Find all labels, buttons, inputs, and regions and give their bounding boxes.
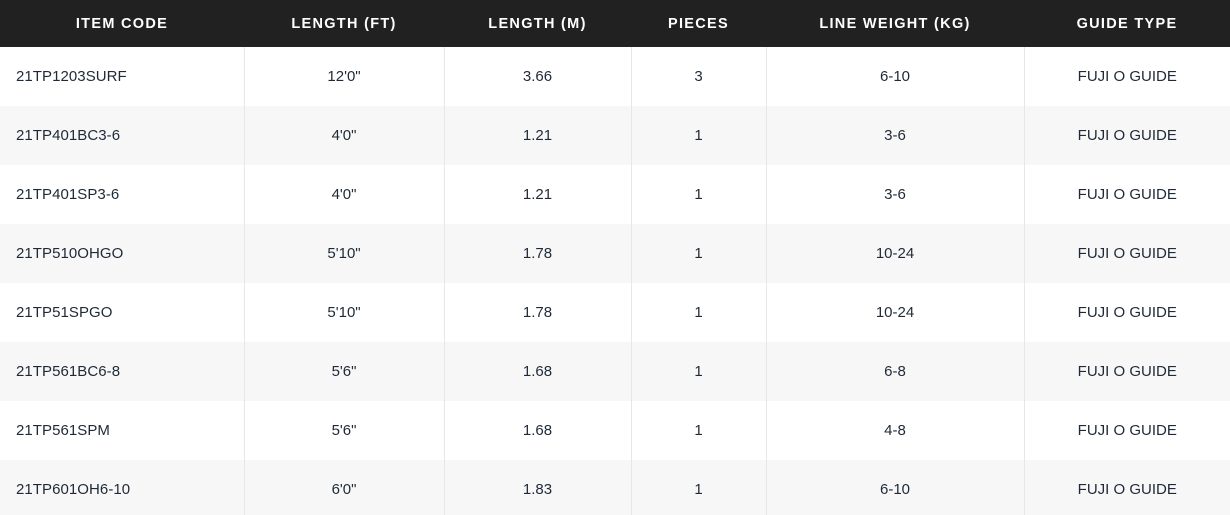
cell-length-m: 1.78 (443, 283, 631, 342)
cell-line-weight: 6-10 (765, 460, 1024, 515)
cell-guide-type: FUJI O GUIDE (1023, 460, 1230, 515)
cell-length-ft: 4'0" (243, 165, 444, 224)
cell-guide-type: FUJI O GUIDE (1023, 401, 1230, 460)
cell-length-m: 1.21 (443, 165, 631, 224)
cell-line-weight: 6-8 (765, 342, 1024, 401)
cell-length-m: 1.78 (443, 224, 631, 283)
cell-pieces: 1 (630, 342, 766, 401)
cell-guide-type: FUJI O GUIDE (1023, 283, 1230, 342)
table-header-row: ITEM CODE LENGTH (FT) LENGTH (M) PIECES … (0, 0, 1230, 47)
cell-guide-type: FUJI O GUIDE (1023, 224, 1230, 283)
cell-line-weight: 3-6 (765, 106, 1024, 165)
table-body: 21TP1203SURF 12'0" 3.66 3 6-10 FUJI O GUIDE 21… (0, 47, 1230, 515)
table-row[interactable]: 21TP51SPGO 5'10" 1.78 1 10-24 FUJI O GUIDE (0, 283, 1230, 342)
column-header-line-weight[interactable]: LINE WEIGHT (KG) (819, 15, 971, 32)
cell-item-code: 21TP51SPGO (16, 304, 113, 321)
cell-length-ft: 5'10" (243, 283, 444, 342)
cell-item-code: 21TP1203SURF (16, 68, 127, 85)
cell-length-ft: 6'0" (243, 460, 444, 515)
cell-pieces: 3 (630, 47, 766, 106)
cell-pieces: 1 (630, 224, 766, 283)
cell-item-code: 21TP401BC3-6 (16, 127, 121, 144)
cell-length-m: 1.83 (443, 460, 631, 515)
cell-length-m: 1.68 (443, 342, 631, 401)
cell-length-ft: 5'10" (243, 224, 444, 283)
table-row[interactable]: 21TP561BC6-8 5'6" 1.68 1 6-8 FUJI O GUIDE (0, 342, 1230, 401)
table-row[interactable]: 21TP561SPM 5'6" 1.68 1 4-8 FUJI O GUIDE (0, 401, 1230, 460)
cell-line-weight: 3-6 (765, 165, 1024, 224)
cell-line-weight: 6-10 (765, 47, 1024, 106)
cell-line-weight: 4-8 (765, 401, 1024, 460)
cell-pieces: 1 (630, 401, 766, 460)
cell-guide-type: FUJI O GUIDE (1023, 106, 1230, 165)
cell-item-code: 21TP561BC6-8 (16, 363, 121, 380)
column-header-length-ft[interactable]: LENGTH (FT) (291, 15, 397, 32)
cell-length-ft: 5'6" (243, 342, 444, 401)
cell-length-ft: 4'0" (243, 106, 444, 165)
cell-item-code: 21TP401SP3-6 (16, 186, 120, 203)
cell-length-m: 3.66 (443, 47, 631, 106)
table-row[interactable]: 21TP601OH6-10 6'0" 1.83 1 6-10 FUJI O GUIDE (0, 460, 1230, 515)
cell-item-code: 21TP601OH6-10 (16, 481, 131, 498)
cell-pieces: 1 (630, 460, 766, 515)
column-header-item-code[interactable]: ITEM CODE (75, 15, 169, 32)
table-header: ITEM CODE LENGTH (FT) LENGTH (M) PIECES … (0, 0, 1230, 47)
cell-line-weight: 10-24 (765, 224, 1024, 283)
cell-guide-type: FUJI O GUIDE (1023, 165, 1230, 224)
cell-guide-type: FUJI O GUIDE (1023, 342, 1230, 401)
cell-item-code: 21TP510OHGO (16, 245, 124, 262)
table-row[interactable]: 21TP401BC3-6 4'0" 1.21 1 3-6 FUJI O GUIDE (0, 106, 1230, 165)
cell-pieces: 1 (630, 106, 766, 165)
cell-line-weight: 10-24 (765, 283, 1024, 342)
cell-length-ft: 5'6" (243, 401, 444, 460)
column-header-length-m[interactable]: LENGTH (M) (488, 15, 587, 32)
cell-pieces: 1 (630, 165, 766, 224)
cell-length-m: 1.68 (443, 401, 631, 460)
table-row[interactable]: 21TP1203SURF 12'0" 3.66 3 6-10 FUJI O GUIDE (0, 47, 1230, 106)
cell-pieces: 1 (630, 283, 766, 342)
table-row[interactable]: 21TP401SP3-6 4'0" 1.21 1 3-6 FUJI O GUIDE (0, 165, 1230, 224)
column-header-guide-type[interactable]: GUIDE TYPE (1076, 15, 1178, 32)
cell-length-m: 1.21 (443, 106, 631, 165)
cell-length-ft: 12'0" (243, 47, 444, 106)
table-row[interactable]: 21TP510OHGO 5'10" 1.78 1 10-24 FUJI O GUIDE (0, 224, 1230, 283)
cell-item-code: 21TP561SPM (16, 422, 110, 439)
cell-guide-type: FUJI O GUIDE (1023, 47, 1230, 106)
column-header-pieces[interactable]: PIECES (667, 15, 729, 32)
